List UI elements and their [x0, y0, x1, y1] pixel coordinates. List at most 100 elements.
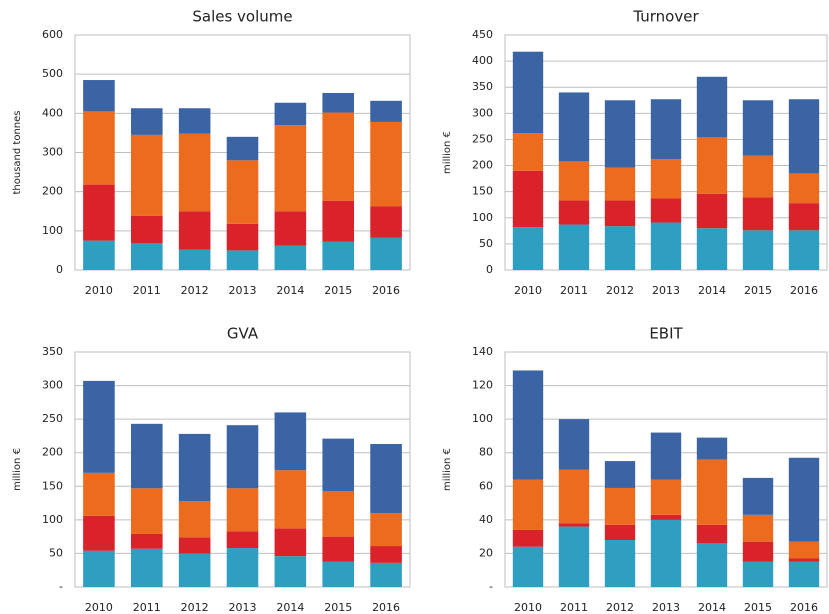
bar-segment: [370, 513, 402, 547]
bar-segment: [512, 51, 544, 134]
y-tick-label: 0: [486, 263, 493, 276]
y-tick-label: 50: [479, 237, 493, 250]
bar-segment: [512, 479, 544, 530]
bar-segment: [696, 137, 728, 194]
bar-segment: [742, 514, 774, 542]
x-tick-label: 2014: [276, 601, 304, 614]
bar-segment: [178, 211, 211, 250]
bar-segment: [512, 529, 544, 547]
bar-segment: [130, 134, 163, 216]
bar-segment: [604, 461, 636, 488]
x-tick-label: 2016: [790, 284, 818, 297]
x-tick-label: 2013: [229, 601, 257, 614]
bar-segment: [322, 112, 355, 201]
y-tick-label: 200: [42, 185, 63, 198]
bar-segment: [178, 249, 211, 270]
y-tick-label: 400: [42, 106, 63, 119]
bar-segment: [83, 515, 115, 551]
bar-segment: [650, 514, 682, 520]
bar-segment: [130, 423, 163, 489]
y-tick-label: 60: [479, 479, 493, 492]
bar-segment: [650, 159, 682, 199]
y-tick-label: 20: [479, 546, 493, 559]
y-tick-label: 300: [42, 379, 63, 392]
chart-title: Sales volume: [192, 8, 292, 26]
bar-segment: [696, 543, 728, 587]
y-tick-label: 140: [472, 345, 493, 358]
x-tick-label: 2011: [560, 601, 588, 614]
x-tick-label: 2014: [698, 601, 726, 614]
bar-segment: [370, 206, 402, 238]
bar-segment: [742, 541, 774, 562]
bar-segment: [130, 215, 163, 244]
bar-segment: [604, 487, 636, 525]
bar-segment: [558, 526, 590, 587]
y-tick-label: 200: [472, 159, 493, 172]
bar-segment: [512, 546, 544, 587]
y-axis-label: million €: [442, 131, 453, 174]
bar-segment: [650, 432, 682, 480]
y-tick-label: 0: [56, 263, 63, 276]
x-tick-label: 2016: [372, 284, 400, 297]
bar-segment: [322, 241, 355, 270]
y-tick-label: 80: [479, 446, 493, 459]
x-tick-label: 2014: [276, 284, 304, 297]
x-tick-label: 2015: [324, 284, 352, 297]
y-tick-label: 350: [42, 345, 63, 358]
bar-segment: [696, 459, 728, 525]
bar-segment: [226, 160, 259, 224]
bar-segment: [558, 92, 590, 162]
bar-segment: [742, 561, 774, 587]
bar-segment: [226, 425, 259, 489]
bar-segment: [512, 170, 544, 228]
bar-segment: [83, 472, 115, 516]
bar-segment: [274, 528, 307, 557]
bar-segment: [226, 223, 259, 251]
x-tick-label: 2010: [85, 284, 113, 297]
bar-segment: [788, 561, 820, 587]
bar-segment: [322, 536, 355, 562]
chart-title: Turnover: [632, 8, 699, 26]
bar-segment: [226, 488, 259, 532]
x-tick-label: 2012: [606, 601, 634, 614]
bar-segment: [226, 136, 259, 161]
bar-segment: [788, 230, 820, 270]
bar-segment: [274, 125, 307, 212]
bar-segment: [274, 245, 307, 270]
bar-segment: [130, 488, 163, 534]
bar-segment: [604, 200, 636, 227]
y-axis-label: million €: [12, 448, 23, 491]
x-tick-label: 2011: [560, 284, 588, 297]
y-tick-label: 100: [42, 224, 63, 237]
y-tick-label: 450: [472, 28, 493, 41]
y-tick-label: 150: [472, 185, 493, 198]
bar-segment: [696, 76, 728, 138]
bar-segment: [558, 419, 590, 470]
bar-segment: [696, 193, 728, 229]
bar-segment: [788, 203, 820, 231]
bar-segment: [604, 167, 636, 201]
y-axis-label: thousand tonnes: [12, 111, 23, 195]
bar-segment: [788, 457, 820, 542]
x-tick-label: 2013: [652, 601, 680, 614]
x-tick-label: 2012: [181, 601, 209, 614]
bar-segment: [322, 490, 355, 537]
bar-segment: [274, 211, 307, 246]
bar-segment: [178, 133, 211, 212]
bar-segment: [558, 224, 590, 270]
bar-segment: [83, 380, 115, 473]
bar-segment: [178, 108, 211, 134]
bar-segment: [696, 524, 728, 544]
y-tick-label: 50: [49, 546, 63, 559]
bar-segment: [370, 562, 402, 587]
bar-segment: [742, 230, 774, 270]
bar-segment: [696, 228, 728, 270]
bar-segment: [742, 197, 774, 231]
chart-title: GVA: [227, 325, 259, 343]
bar-segment: [322, 561, 355, 587]
chart-title: EBIT: [649, 325, 683, 343]
x-tick-label: 2010: [514, 284, 542, 297]
bar-segment: [226, 548, 259, 587]
x-tick-label: 2013: [652, 284, 680, 297]
